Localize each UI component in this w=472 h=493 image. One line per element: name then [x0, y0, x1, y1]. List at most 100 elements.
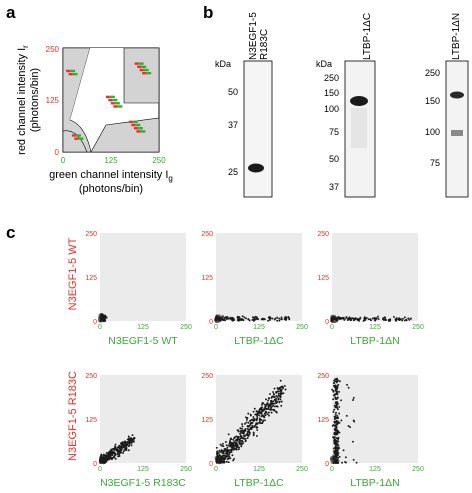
panel-c-point	[332, 411, 335, 413]
panel-c-point	[217, 461, 219, 464]
panel-c-point	[221, 452, 224, 455]
panel-c-point	[240, 441, 243, 444]
panel-c-point	[409, 317, 412, 320]
panel-c-xtick: 250	[296, 324, 308, 331]
gel-lane-3-marker-250: 250	[425, 68, 440, 78]
panel-c-point	[274, 405, 276, 408]
panel-c-point	[278, 317, 281, 320]
panel-c-point	[119, 449, 122, 452]
panel-c-point	[114, 446, 117, 449]
panel-c-point	[336, 432, 339, 434]
gel-lane-1	[243, 60, 273, 198]
panel-c-xtick: 125	[137, 466, 149, 473]
panel-c-point	[220, 449, 223, 452]
panel-c-point	[110, 456, 113, 459]
panel-c-point	[403, 316, 406, 319]
panel-c-point	[129, 439, 132, 442]
panel-c-point	[336, 396, 339, 399]
panel-c-column-label: LTBP-1ΔC	[234, 335, 284, 347]
panel-c-point	[336, 393, 339, 396]
panel-c-point	[130, 441, 133, 444]
panel-c-point	[241, 443, 243, 446]
panel-c-point	[405, 318, 408, 321]
panel-c-point	[333, 437, 336, 440]
panel-a-cluster-3-red-mark-1	[131, 123, 136, 127]
panel-c-point	[332, 398, 335, 401]
panel-c-point	[127, 449, 130, 452]
panel-c-point	[243, 435, 246, 438]
panel-c-subplot-bg	[332, 375, 418, 463]
panel-letter-c: c	[6, 223, 15, 242]
panel-c-ytick: 125	[201, 275, 213, 282]
panel-c-point	[336, 429, 339, 432]
panel-a-cluster-1-red-mark-1	[68, 72, 73, 76]
panel-c-xtick: 125	[253, 324, 265, 331]
gel-lane-2-marker-150: 150	[324, 88, 339, 98]
panel-c-point	[262, 409, 265, 412]
panel-a-xtick-1: 125	[104, 156, 118, 165]
panel-c-ytick: 250	[85, 231, 97, 238]
panel-c-point	[332, 381, 335, 384]
panel-c-point	[101, 314, 104, 317]
panel-c-ytick: 0	[93, 461, 97, 468]
panel-c-point	[338, 431, 341, 434]
panel-c-point	[336, 317, 339, 320]
panel-c-point	[334, 318, 337, 321]
panel-c-ytick: 125	[85, 417, 97, 424]
panel-c-point	[352, 458, 355, 461]
panel-c-point	[282, 392, 285, 395]
panel-c-point	[255, 425, 258, 428]
panel-c-point	[278, 401, 281, 404]
panel-c-point	[401, 319, 404, 322]
panel-c-point	[101, 460, 103, 463]
panel-c-point	[114, 454, 117, 457]
panel-c-point	[352, 399, 355, 401]
panel-c-row-2-label: N3EGF1-5 R183C	[67, 371, 79, 461]
panel-c-point	[223, 316, 226, 319]
panel-c-point	[216, 452, 218, 455]
panel-c-point	[240, 431, 243, 434]
panel-c-point	[332, 457, 334, 460]
panel-c-point	[263, 412, 266, 415]
panel-c-point	[278, 394, 281, 397]
panel-c-point	[223, 460, 226, 463]
gel-lane-2-marker-100: 100	[324, 104, 339, 114]
panel-c-point	[353, 420, 356, 423]
panel-c-point	[270, 406, 272, 409]
panel-c-point	[237, 448, 240, 451]
panel-c-point	[265, 411, 268, 414]
panel-a-cluster-0-red-mark-1	[74, 137, 79, 140]
panel-c-point	[105, 459, 108, 462]
panel-c-point	[226, 446, 229, 449]
panel-a-cluster-2-red-mark-1	[108, 98, 113, 102]
panel-c-point	[252, 431, 255, 434]
panel-c-point	[225, 460, 228, 463]
panel-c-point	[219, 443, 222, 446]
panel-c-xtick: 0	[330, 324, 334, 331]
panel-c-point	[227, 444, 230, 447]
panel-c-point	[277, 390, 280, 393]
panel-c-point	[271, 317, 274, 320]
panel-c-ytick: 0	[325, 461, 329, 468]
gel-lane-1-label-line1: N3EGF1-5	[248, 12, 259, 60]
gel-lane-1-marker-50: 50	[228, 87, 238, 97]
panel-c-point	[219, 457, 222, 460]
panel-c-point	[114, 447, 117, 450]
panel-c-point	[246, 425, 249, 428]
panel-c-point	[102, 456, 105, 459]
panel-c-point	[355, 461, 358, 464]
panel-c-point	[246, 430, 249, 433]
panel-c-point	[276, 390, 279, 393]
panel-a-cluster-4-green-mark-0	[138, 62, 144, 65]
panel-c-point	[255, 316, 258, 319]
panel-c-point	[273, 396, 276, 399]
panel-c-subplot-bg	[100, 233, 186, 321]
panel-a-ylabel-unit: (photons/bin)	[29, 68, 41, 132]
panel-c-point	[224, 452, 227, 455]
panel-c-point	[272, 400, 275, 403]
gel-lane-3-marker-75: 75	[430, 158, 440, 168]
panel-c-point	[241, 318, 244, 321]
panel-c-point	[253, 417, 256, 420]
